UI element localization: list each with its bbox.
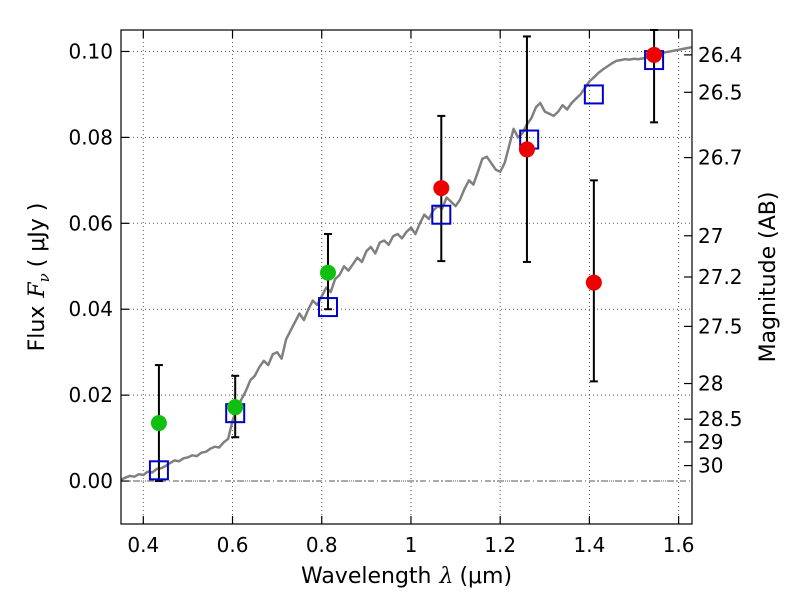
x-tick-label: 0.6 — [217, 533, 249, 557]
observed-points — [150, 46, 663, 432]
magnitude-tick-label: 26.5 — [698, 80, 743, 104]
y-axis-ticks: 0.00 0.02 0.04 0.06 0.08 0.10 — [68, 39, 129, 493]
x-tick-label: 1.4 — [573, 533, 605, 557]
y-axis-label: FluxFν( μJy ) — [25, 203, 53, 352]
model-band-boxes — [148, 50, 665, 481]
magnitude-tick-label: 30 — [698, 454, 723, 478]
model-band-box — [431, 204, 452, 225]
x-tick-label: 1.6 — [663, 533, 695, 557]
magnitude-tick-label: 27.2 — [698, 265, 743, 289]
observed-point-optical — [150, 415, 167, 432]
magnitude-tick-label: 26.7 — [698, 146, 743, 170]
model-band-box — [148, 460, 169, 481]
x-tick-label: 1.2 — [484, 533, 516, 557]
model-band-box — [317, 297, 338, 318]
y-tick-label: 0.10 — [68, 39, 113, 63]
y-tick-label: 0.02 — [68, 383, 113, 407]
model-spectrum-line — [120, 45, 693, 481]
magnitude-tick-label: 28.5 — [698, 407, 743, 431]
x-tick-label: 0.8 — [306, 533, 338, 557]
observed-point-nir — [518, 141, 535, 158]
magnitude-tick-label: 27 — [698, 224, 723, 248]
observed-point-nir — [585, 274, 602, 291]
magnitude-axis-label: Magnitude (AB) — [756, 192, 781, 363]
y-tick-label: 0.08 — [68, 125, 113, 149]
x-tick-label: 1 — [405, 533, 418, 557]
magnitude-tick-label: 29 — [698, 430, 723, 454]
observed-point-nir — [433, 180, 450, 197]
observed-point-optical — [319, 264, 336, 281]
magnitude-tick-label: 26.4 — [698, 43, 743, 67]
model-spectrum-layer — [120, 45, 693, 481]
y-tick-label: 0.04 — [68, 297, 113, 321]
x-axis-label: Wavelength λ (μm) — [301, 564, 512, 589]
y-tick-label: 0.06 — [68, 211, 113, 235]
observed-point-nir — [646, 46, 663, 63]
y-tick-label: 0.00 — [68, 469, 113, 493]
magnitude-tick-label: 28 — [698, 372, 723, 396]
model-band-box — [583, 84, 604, 105]
magnitude-tick-label: 27.5 — [698, 314, 743, 338]
x-tick-label: 0.4 — [127, 533, 159, 557]
observed-point-optical — [227, 399, 244, 416]
x-axis-ticks: 0.4 0.6 0.8 1 1.2 1.4 1.6 — [127, 30, 695, 557]
